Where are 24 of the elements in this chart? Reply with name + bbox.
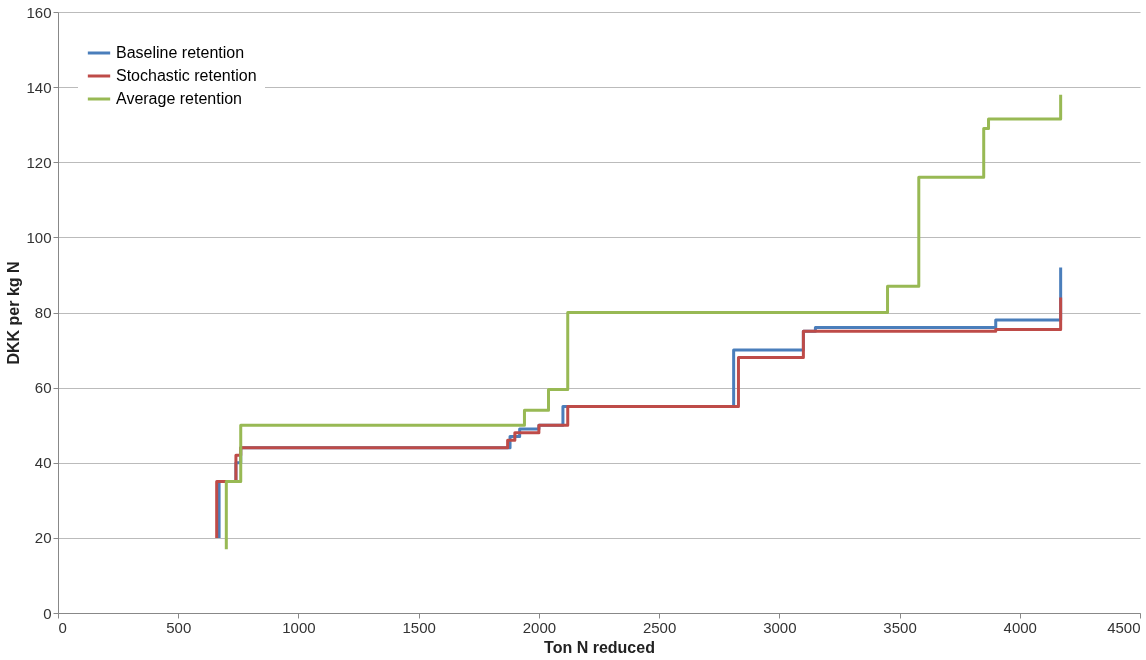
legend-label: Average retention <box>116 90 243 107</box>
y-tick-label: 160 <box>26 3 52 21</box>
y-tick-label: 80 <box>34 304 52 321</box>
x-tick-label: 4000 <box>1003 618 1037 636</box>
x-tick-label: 2500 <box>642 618 677 636</box>
x-tick-label: 1500 <box>402 618 436 636</box>
x-tick-label: 3500 <box>883 618 917 636</box>
y-axis-title: DKK per kg N <box>5 261 23 365</box>
legend-label: Stochastic retention <box>116 67 257 84</box>
y-tick-label: 140 <box>26 78 52 96</box>
x-tick-label: 0 <box>58 618 67 636</box>
x-axis-title: Ton N reduced <box>544 638 655 656</box>
x-tick-label: 3000 <box>763 618 797 636</box>
y-tick-label: 0 <box>43 604 52 622</box>
y-tick-label: 120 <box>26 153 52 171</box>
y-tick-label: 20 <box>34 529 52 547</box>
x-tick-label: 1000 <box>282 618 316 636</box>
x-tick-label: 4500 <box>1107 618 1141 636</box>
x-tick-label: 500 <box>166 618 192 636</box>
x-tick-label: 2000 <box>522 618 557 636</box>
y-tick-label: 40 <box>34 454 52 472</box>
y-tick-label: 60 <box>34 379 52 397</box>
y-tick-label: 100 <box>26 228 52 246</box>
legend-label: Baseline retention <box>116 44 245 61</box>
